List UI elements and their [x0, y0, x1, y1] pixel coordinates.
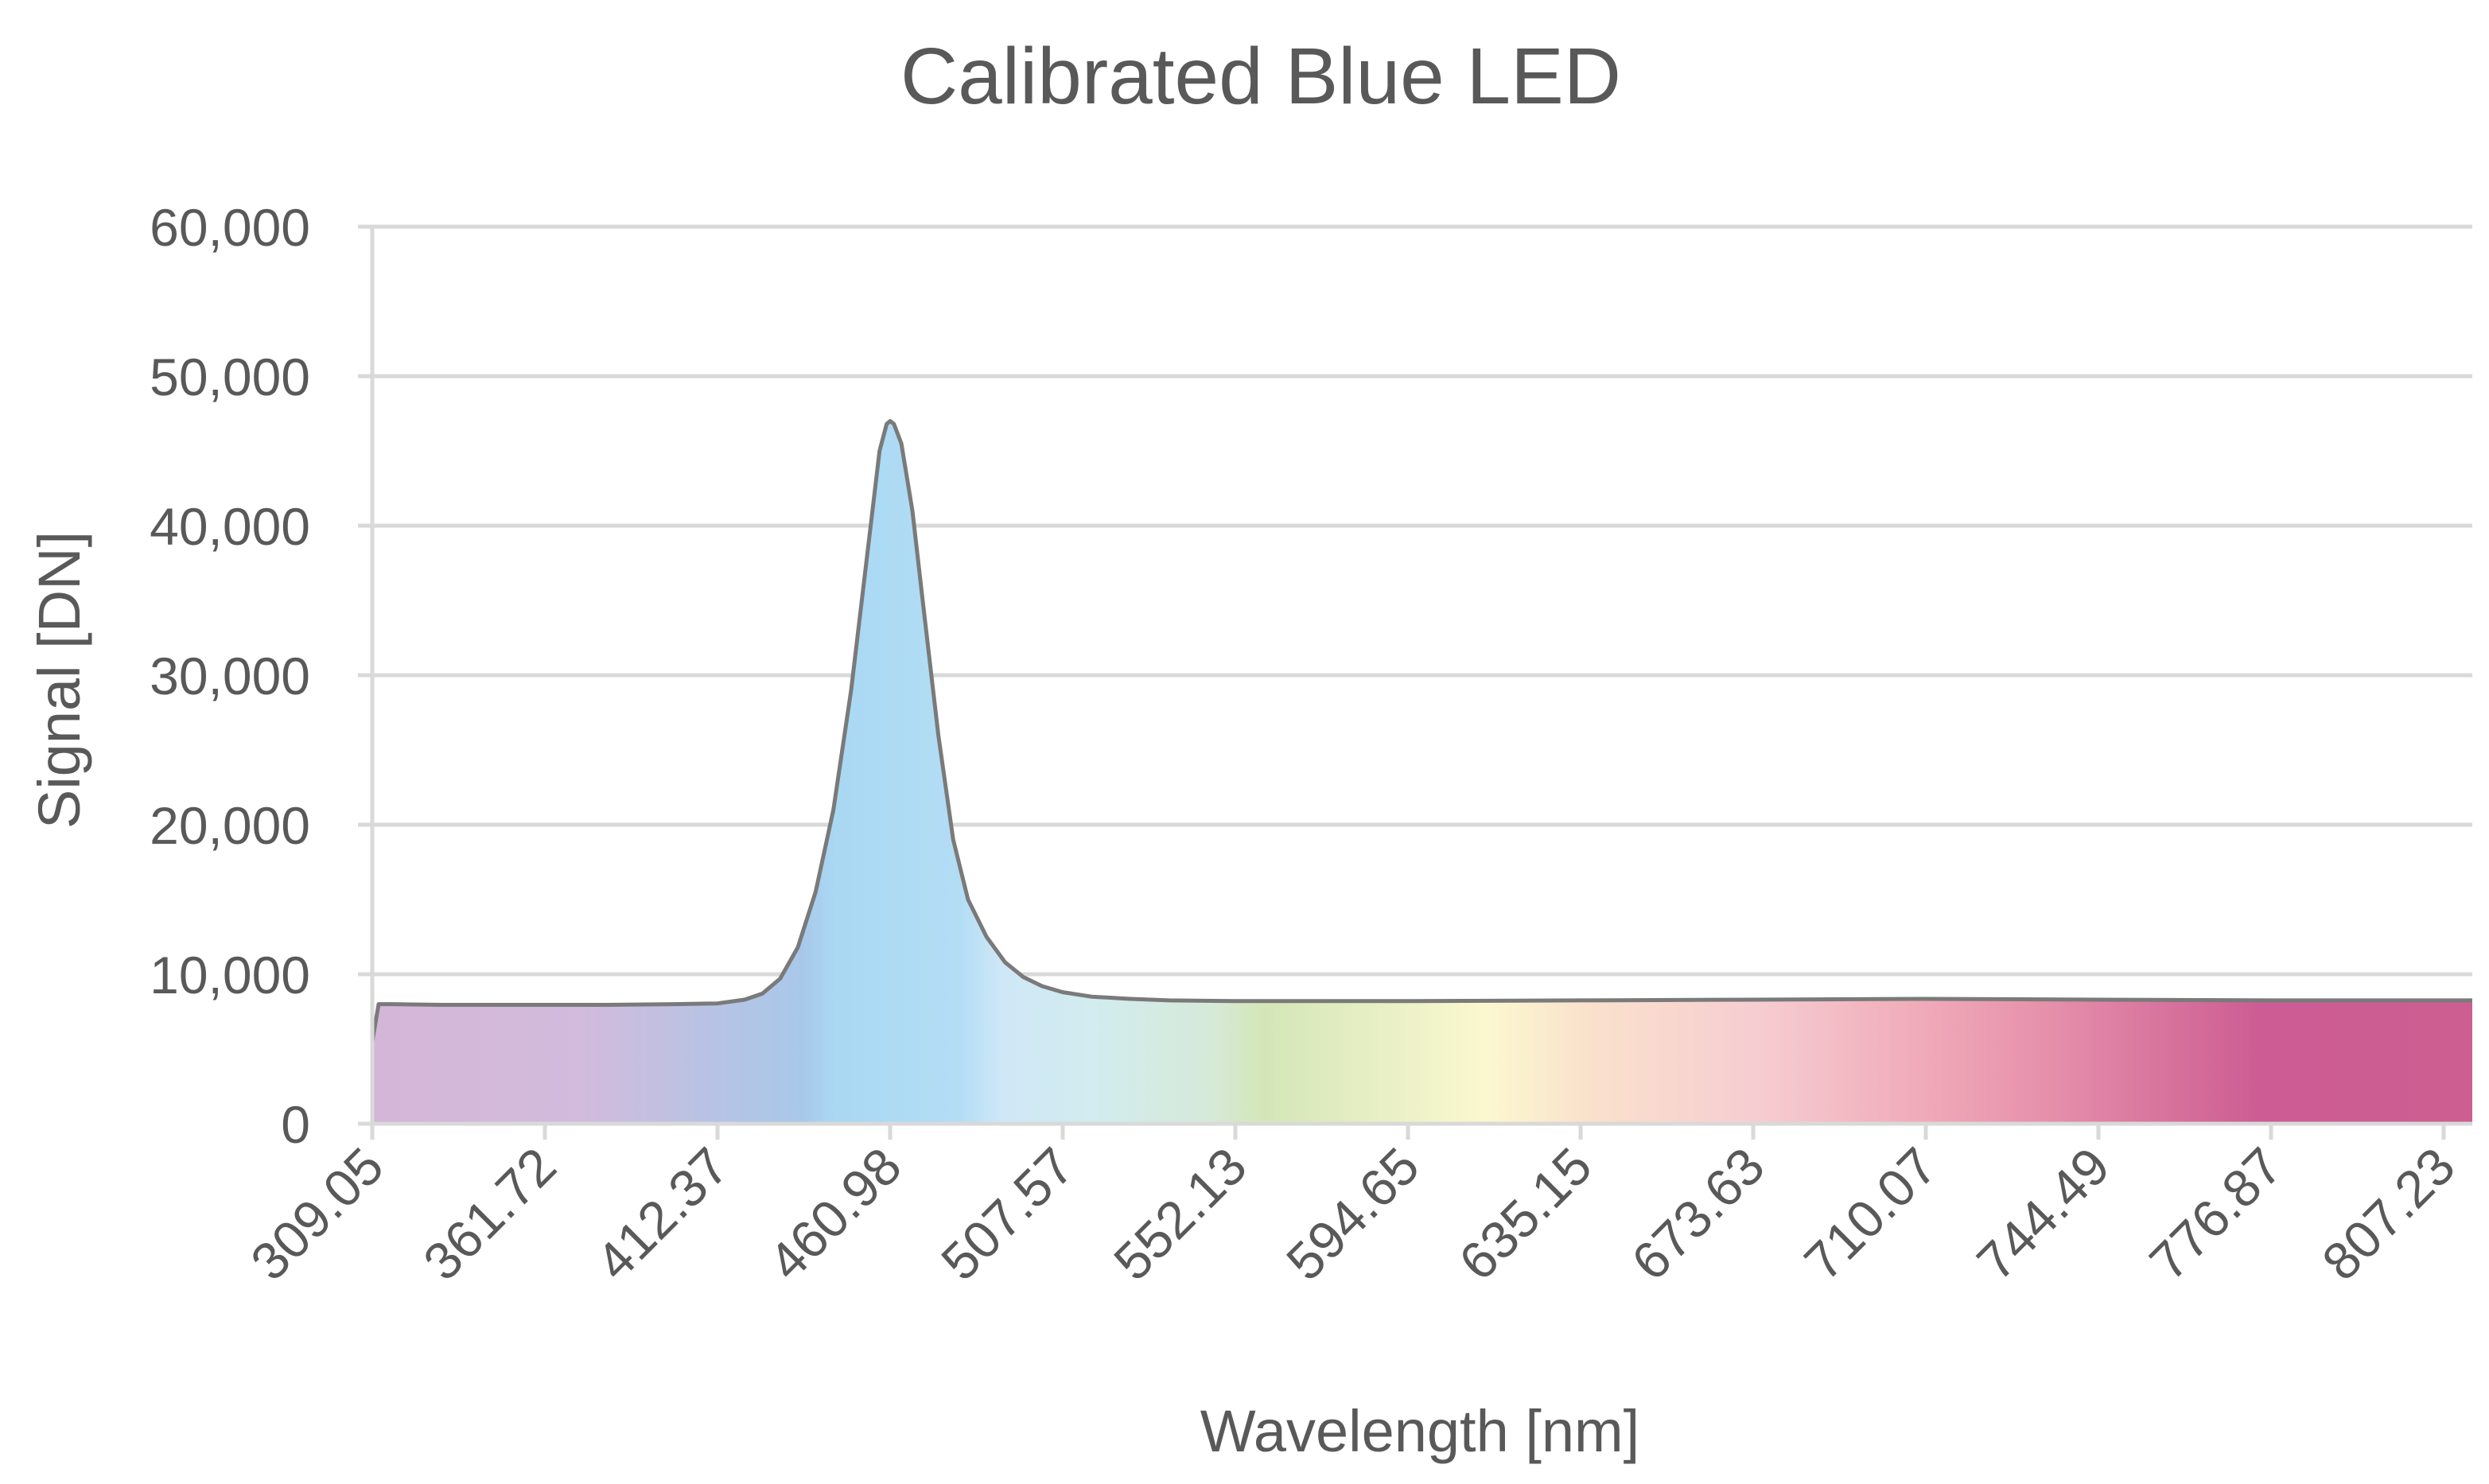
y-axis-label: Signal [DN]: [26, 531, 92, 829]
x-tick-label: 412.37: [585, 1136, 740, 1292]
x-axis-ticks: 309.05 361.72 412.37 460.98 507.57 552.13 594.…: [239, 1124, 2466, 1292]
y-axis-ticks: 0 10,000 20,000 30,000 40,000 50,000 60,000: [150, 198, 372, 1154]
signal-line: [370, 418, 2472, 1043]
x-tick-label: 361.72: [412, 1136, 567, 1292]
x-tick-label: 776.87: [2138, 1136, 2293, 1292]
x-tick-label: 673.63: [1620, 1136, 1775, 1292]
x-tick-label: 507.57: [930, 1136, 1085, 1292]
y-tick-label: 0: [281, 1095, 310, 1154]
plot-area: [370, 418, 2472, 1124]
x-tick-label: 594.65: [1275, 1136, 1430, 1292]
x-tick-label: 710.07: [1793, 1136, 1948, 1292]
x-tick-label: 635.15: [1448, 1136, 1603, 1292]
chart-title: Calibrated Blue LED: [900, 32, 1621, 121]
x-axis-label: Wavelength [nm]: [1200, 1398, 1640, 1464]
y-tick-label: 10,000: [150, 946, 310, 1004]
y-tick-label: 40,000: [150, 497, 310, 556]
x-tick-label: 552.13: [1103, 1136, 1258, 1292]
y-tick-label: 30,000: [150, 647, 310, 705]
gridlines: [372, 224, 2472, 977]
x-tick-label: 744.49: [1966, 1136, 2121, 1292]
x-tick-label: 460.98: [757, 1136, 912, 1292]
y-tick-label: 20,000: [150, 796, 310, 855]
y-tick-label: 60,000: [150, 198, 310, 257]
signal-area: [372, 421, 2472, 1124]
y-tick-label: 50,000: [150, 348, 310, 406]
x-tick-label: 309.05: [239, 1136, 395, 1292]
x-tick-label: 807.23: [2311, 1136, 2466, 1292]
